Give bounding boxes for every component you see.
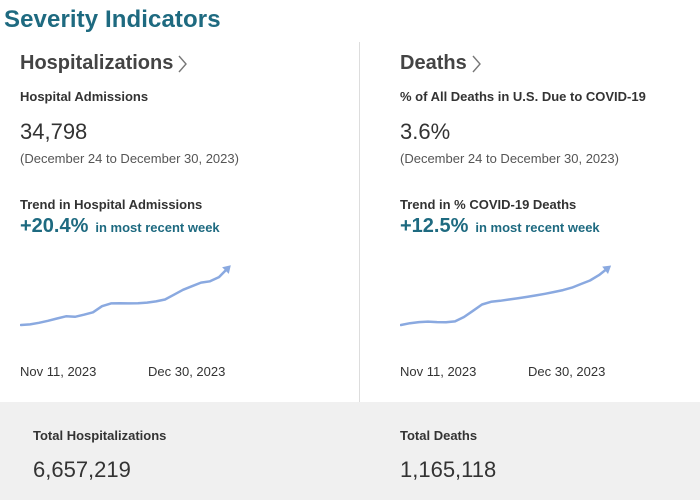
total-hospitalizations-label: Total Hospitalizations <box>33 428 167 443</box>
hospital-trend-description: in most recent week <box>95 220 220 235</box>
hospital-axis-end-date: Dec 30, 2023 <box>148 364 226 379</box>
column-divider <box>359 42 360 402</box>
deaths-axis-start-date: Nov 11, 2023 <box>400 364 477 379</box>
deaths-date-range: (December 24 to December 30, 2023) <box>400 151 619 166</box>
deaths-trend-percent: +12.5% <box>400 215 469 237</box>
page-title: Severity Indicators <box>4 6 221 33</box>
totals-footer: Total Hospitalizations 6,657,219 Total D… <box>0 402 700 500</box>
hospitalizations-panel: Hospitalizations Hospital Admissions 34,… <box>20 52 350 379</box>
hospital-trend-label: Trend in Hospital Admissions <box>20 197 203 212</box>
deaths-percent-label: % of All Deaths in U.S. Due to COVID-19 <box>400 89 646 104</box>
sparkline-arrowhead <box>222 265 231 274</box>
deaths-sparkline <box>400 265 612 327</box>
hospital-trend-percent: +20.4% <box>20 215 89 237</box>
total-deaths-label: Total Deaths <box>400 428 478 443</box>
hospitalizations-heading: Hospitalizations <box>20 52 174 74</box>
hospitalizations-link[interactable]: Hospitalizations <box>20 52 188 75</box>
deaths-trend-label: Trend in % COVID-19 Deaths <box>400 197 577 212</box>
hospital-admissions-value: 34,798 <box>20 119 88 144</box>
hospital-axis-start-date: Nov 11, 2023 <box>20 364 97 379</box>
chevron-right-icon <box>178 55 188 72</box>
hospital-admissions-label: Hospital Admissions <box>20 89 149 104</box>
total-deaths: Total Deaths 1,165,118 <box>400 428 496 483</box>
deaths-trend: +12.5% in most recent week <box>400 215 700 238</box>
total-hospitalizations: Total Hospitalizations 6,657,219 <box>33 428 166 483</box>
deaths-link[interactable]: Deaths <box>400 52 481 75</box>
deaths-panel: Deaths % of All Deaths in U.S. Due to CO… <box>400 52 700 379</box>
total-hospitalizations-value: 6,657,219 <box>33 457 131 482</box>
sparkline-arrowhead <box>602 265 612 274</box>
deaths-heading: Deaths <box>400 52 467 74</box>
deaths-trend-description: in most recent week <box>475 220 600 235</box>
chevron-right-icon <box>472 55 481 72</box>
deaths-axis-end-date: Dec 30, 2023 <box>528 364 606 379</box>
sparkline-series <box>400 266 610 327</box>
hospital-admissions-date-range: (December 24 to December 30, 2023) <box>20 151 239 166</box>
deaths-percent-value: 3.6% <box>400 119 451 144</box>
hospital-trend: +20.4% in most recent week <box>20 215 350 238</box>
sparkline-series <box>20 266 230 327</box>
hospital-admissions-sparkline <box>20 265 231 327</box>
total-deaths-value: 1,165,118 <box>400 457 497 482</box>
